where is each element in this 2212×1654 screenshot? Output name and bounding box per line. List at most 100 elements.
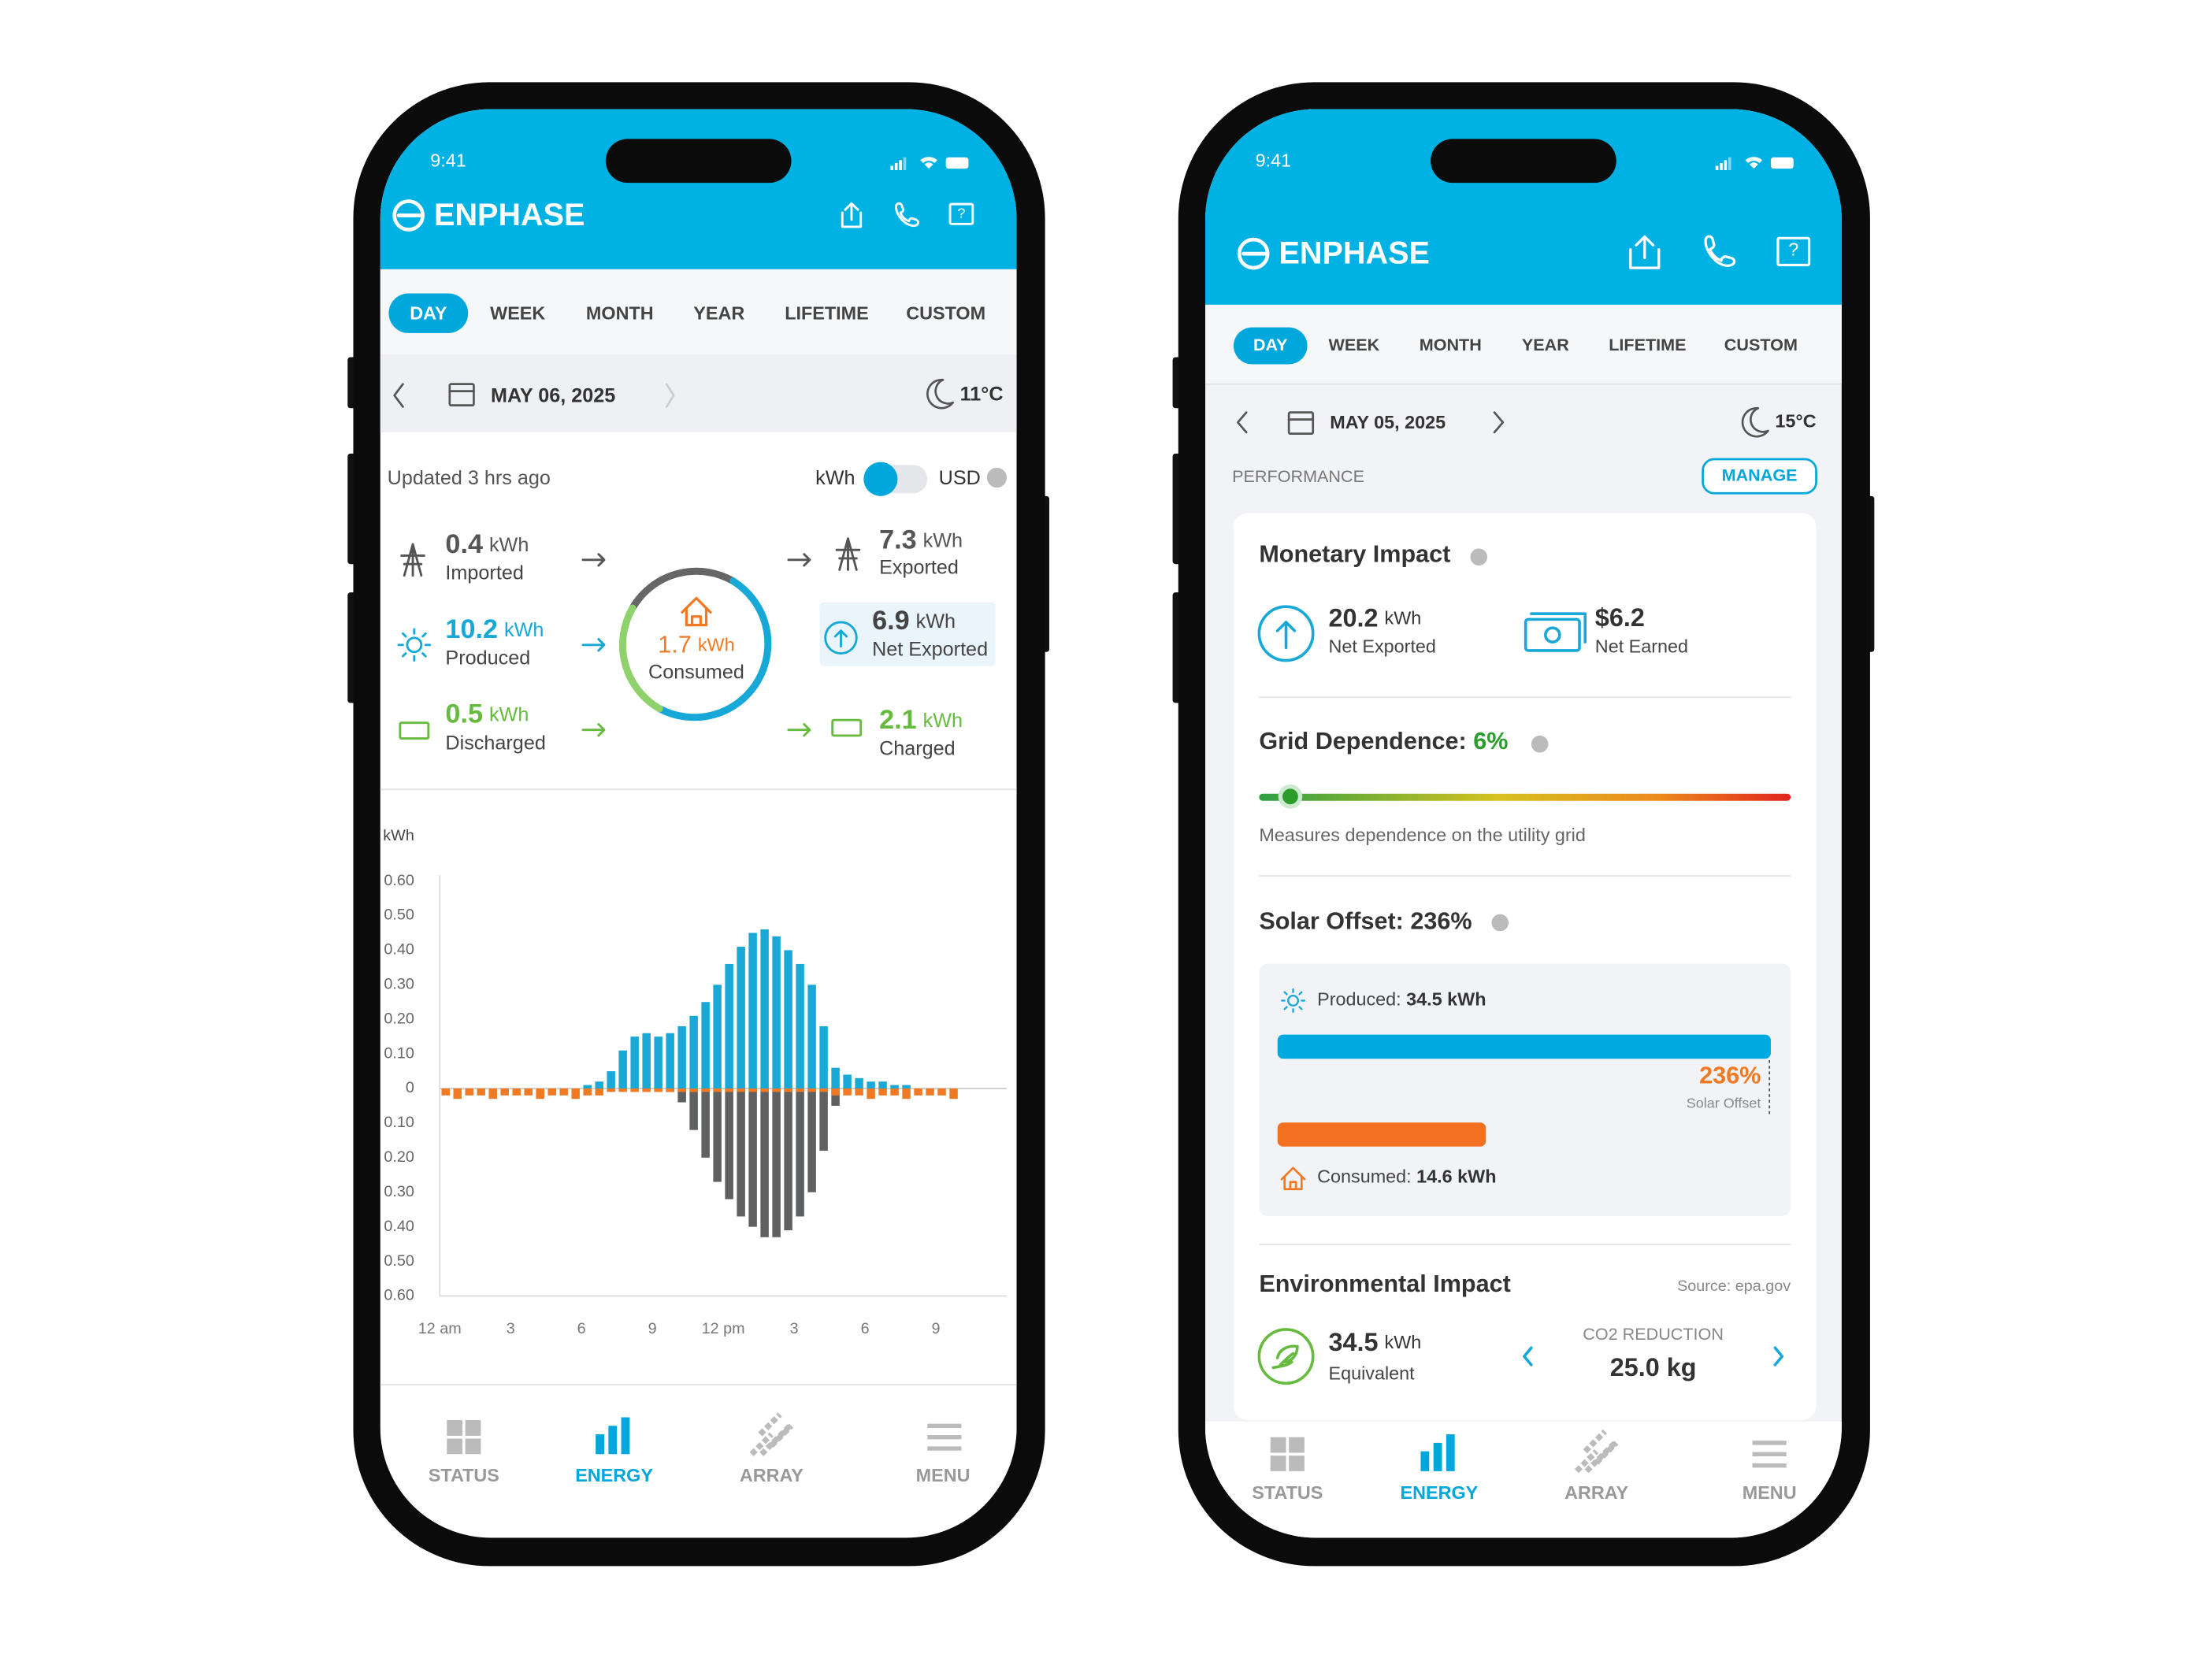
source: Source: epa.gov (1677, 1278, 1791, 1295)
bar (914, 1088, 922, 1096)
bar (453, 1088, 462, 1100)
flow-label: Charged (879, 738, 956, 760)
bar (512, 1088, 521, 1096)
tab-selected[interactable] (1233, 327, 1308, 365)
flow-label: Discharged (445, 732, 545, 754)
flow-label: Net Exported (872, 639, 988, 661)
info-icon[interactable] (1491, 914, 1509, 932)
earned-label: Net Earned (1595, 636, 1688, 657)
tab-selected[interactable] (388, 293, 469, 333)
brand: ENPHASE (1279, 235, 1430, 270)
tab[interactable]: DAY (1253, 335, 1288, 354)
bar (819, 1088, 828, 1151)
flow-value: 6.9 kWh (872, 606, 956, 636)
y-tick-label: 0.40 (384, 1218, 414, 1235)
temperature: 11°C (960, 384, 1004, 406)
nav-label[interactable]: ENERGY (1401, 1482, 1479, 1503)
bar (760, 929, 769, 1089)
bar (926, 1088, 934, 1096)
nav-label[interactable]: ARRAY (1564, 1482, 1628, 1503)
bar (583, 1085, 592, 1089)
date[interactable]: MAY 05, 2025 (1330, 412, 1446, 432)
status-icons (1715, 157, 1794, 170)
flow-label: Exported (879, 556, 959, 578)
bar (937, 1088, 946, 1096)
offset-label: Solar Offset (1687, 1096, 1761, 1111)
tab[interactable]: YEAR (693, 303, 744, 324)
bar (831, 1067, 840, 1089)
nav-label[interactable]: MENU (916, 1465, 971, 1485)
bar (737, 1088, 745, 1092)
bar (547, 1088, 556, 1096)
toggle-knob[interactable] (863, 462, 898, 496)
date[interactable]: MAY 06, 2025 (491, 385, 615, 407)
flow-value: 7.3 kWh (879, 525, 963, 554)
x-tick-label: 3 (507, 1320, 515, 1337)
tab[interactable]: CUSTOM (906, 303, 985, 324)
bar (725, 1088, 733, 1200)
manage-label[interactable]: MANAGE (1722, 465, 1798, 484)
tab[interactable]: CUSTOM (1724, 335, 1798, 354)
nav-label[interactable]: STATUS (1252, 1482, 1323, 1503)
y-tick-label: 0.30 (384, 1183, 414, 1200)
co2-label: CO2 REDUCTION (1583, 1324, 1724, 1344)
tab[interactable]: LIFETIME (1609, 335, 1686, 354)
status-time: 9:41 (430, 150, 466, 170)
tab[interactable]: WEEK (1329, 335, 1380, 354)
y-axis-label: kWh (383, 827, 414, 844)
tab[interactable]: MONTH (586, 303, 654, 324)
center-label: Consumed (648, 661, 744, 683)
info-icon[interactable] (986, 467, 1008, 488)
bar (677, 1088, 686, 1092)
bar (689, 1088, 698, 1092)
flow-icons (397, 537, 863, 740)
tab[interactable]: DAY (410, 303, 447, 324)
bar (878, 1088, 887, 1096)
bar (595, 1088, 603, 1096)
section-title: Environmental Impact (1259, 1270, 1510, 1297)
flow-number: 10.2 (445, 614, 498, 644)
tab[interactable]: YEAR (1522, 335, 1569, 354)
svg-text:?: ? (1788, 239, 1798, 260)
bar (867, 1081, 875, 1089)
house-icon (681, 596, 712, 627)
bar (807, 985, 816, 1089)
exported-value: 20.2 kWh (1329, 603, 1422, 632)
tab[interactable]: LIFETIME (785, 303, 868, 324)
exported-label: Net Exported (1329, 636, 1436, 657)
status-time: 9:41 (1256, 150, 1291, 170)
dependence-dot (1278, 784, 1303, 809)
env-value: 34.5 kWh (1329, 1327, 1422, 1355)
earned-value: $6.2 (1595, 603, 1645, 632)
export-icon (1257, 605, 1315, 662)
bar (902, 1088, 911, 1100)
carousel-arrows[interactable] (1523, 1346, 1784, 1367)
bar (772, 936, 781, 1089)
bar (642, 1033, 651, 1089)
y-tick-label: 0.30 (384, 976, 414, 993)
bar (760, 1088, 769, 1237)
brand: ENPHASE (434, 198, 585, 232)
bar (713, 985, 722, 1089)
bar (595, 1081, 603, 1089)
flow-unit: kWh (923, 710, 963, 732)
info-icon[interactable] (1470, 548, 1488, 566)
bar (725, 963, 733, 1089)
info-icon[interactable] (1531, 735, 1549, 753)
tab[interactable]: WEEK (490, 303, 545, 324)
status-icons (890, 157, 969, 170)
flow-label: Imported (445, 562, 523, 584)
tab[interactable]: MONTH (1420, 335, 1482, 354)
bar (843, 1088, 852, 1096)
nav-label[interactable]: STATUS (429, 1465, 499, 1485)
bar (524, 1088, 533, 1096)
manage-button[interactable] (1702, 458, 1817, 495)
nav-label[interactable]: ENERGY (575, 1465, 653, 1485)
cash-icon (1524, 612, 1587, 652)
y-tick-label: 0.10 (384, 1114, 414, 1131)
bar (748, 1088, 757, 1227)
nav-label[interactable]: ARRAY (740, 1465, 804, 1485)
nav-label[interactable]: MENU (1743, 1482, 1797, 1503)
